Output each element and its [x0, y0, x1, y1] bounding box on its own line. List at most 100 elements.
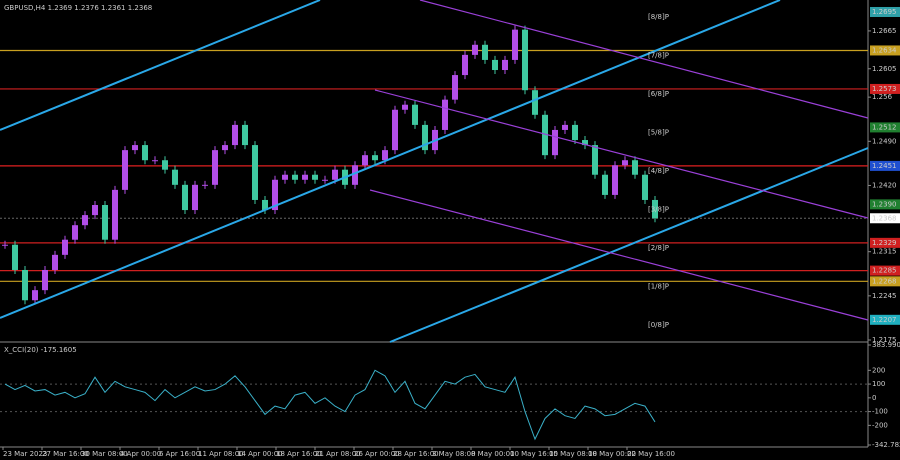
level-box: [870, 122, 900, 133]
x-tick-label: 23 Mar 2023: [3, 450, 47, 458]
candle-body: [272, 179, 278, 211]
murray-label: [0/8]P: [648, 321, 669, 329]
y-tick-label: 1.2420: [872, 181, 897, 189]
candle-body: [552, 129, 558, 156]
candle-body: [242, 124, 248, 146]
candle-body: [232, 124, 238, 146]
candle-body: [422, 124, 428, 151]
x-tick-label: 30 Mar 08:00: [81, 450, 128, 458]
candle-body: [502, 59, 508, 71]
candle-body: [12, 244, 18, 270]
level-box: [870, 45, 900, 56]
x-tick-label: 18 Apr 16:00: [276, 450, 322, 458]
candle-body: [492, 59, 498, 71]
level-label: 1.2695: [872, 8, 897, 16]
candle-body: [102, 205, 108, 240]
candle-body: [112, 189, 118, 240]
candle-body: [62, 239, 68, 255]
x-tick-label: 28 Apr 16:00: [393, 450, 439, 458]
indicator-title: X_CCI(20) -175.1605: [4, 346, 77, 354]
candle-body: [22, 269, 28, 301]
y-tick-label: 1.2605: [872, 65, 897, 73]
candle-body: [152, 160, 158, 162]
symbol-header: GBPUSD,H4 1.2369 1.2376 1.2361 1.2368: [4, 4, 152, 12]
channel-lines: [0, 0, 869, 343]
level-label: 1.2634: [872, 46, 897, 54]
candle-body: [42, 269, 48, 291]
candle-body: [2, 244, 8, 246]
level-label: 1.2268: [872, 277, 897, 285]
murray-label: [4/8]P: [648, 167, 669, 175]
candle-body: [542, 114, 548, 156]
candle-body: [452, 75, 458, 100]
price-pane: [0, 25, 868, 305]
x-tick-label: 26 Apr 00:00: [354, 450, 400, 458]
candle-body: [362, 155, 368, 166]
candle-body: [82, 215, 88, 226]
candle-body: [592, 145, 598, 175]
candle-body: [332, 169, 338, 180]
candle-body: [172, 169, 178, 185]
level-label: 1.2451: [872, 162, 897, 170]
candle-body: [162, 160, 168, 170]
candle-body: [132, 145, 138, 151]
y-tick-label: 1.2490: [872, 137, 897, 145]
candle-body: [292, 174, 298, 180]
x-tick-label: 4 Apr 00:00: [120, 450, 161, 458]
trend-line: [369, 189, 869, 321]
y-tick-label: 1.2315: [872, 248, 897, 256]
murray-label: [3/8]P: [648, 205, 669, 213]
trend-line: [374, 89, 869, 219]
level-box: [870, 199, 900, 210]
level-box: [870, 6, 900, 17]
murray-label: [7/8]P: [648, 51, 669, 59]
candle-body: [412, 104, 418, 125]
candle-body: [532, 90, 538, 115]
candle-body: [482, 44, 488, 60]
level-label: 1.2512: [872, 123, 897, 131]
candle-body: [382, 150, 388, 161]
level-label: 1.2285: [872, 267, 897, 275]
cci-line: [4, 369, 656, 441]
x-tick-label: 6 Apr 16:00: [159, 450, 200, 458]
candle-body: [32, 290, 38, 301]
candle-body: [562, 124, 568, 130]
y-tick-label: 1.2175: [872, 336, 897, 344]
candle-body: [262, 199, 268, 211]
candle-body: [142, 145, 148, 161]
x-tick-label: 10 May 16:00: [510, 450, 558, 458]
x-tick-label: 11 Apr 08:00: [198, 450, 244, 458]
candle-body: [642, 174, 648, 200]
level-box: [870, 160, 900, 171]
level-label: 1.2329: [872, 239, 897, 247]
candle-body: [372, 155, 378, 161]
murray-label: [2/8]P: [648, 244, 669, 252]
cci-tick-label: 100: [872, 380, 885, 388]
cci-tick-label: 383.9904: [872, 341, 900, 349]
level-box: [870, 83, 900, 94]
murray-label: [6/8]P: [648, 90, 669, 98]
candle-body: [442, 99, 448, 130]
candle-body: [522, 29, 528, 91]
trend-line: [389, 147, 869, 343]
candle-body: [612, 165, 618, 195]
trend-line: [419, 0, 869, 119]
candle-body: [352, 165, 358, 185]
candle-body: [582, 140, 588, 146]
level-box: [870, 237, 900, 248]
trend-line: [0, 0, 321, 131]
candle-body: [302, 174, 308, 180]
x-tick-label: 21 Apr 08:00: [315, 450, 361, 458]
candle-body: [252, 145, 258, 200]
level-label: 1.2390: [872, 200, 897, 208]
candle-body: [652, 199, 658, 219]
candle-body: [202, 184, 208, 186]
x-tick-label: 3 May 08:00: [432, 450, 476, 458]
cci-tick-label: -342.782: [872, 441, 900, 449]
candle-body: [182, 184, 188, 211]
candle-body: [632, 160, 638, 175]
x-tick-label: 22 May 16:00: [627, 450, 675, 458]
murray-label: [1/8]P: [648, 282, 669, 290]
